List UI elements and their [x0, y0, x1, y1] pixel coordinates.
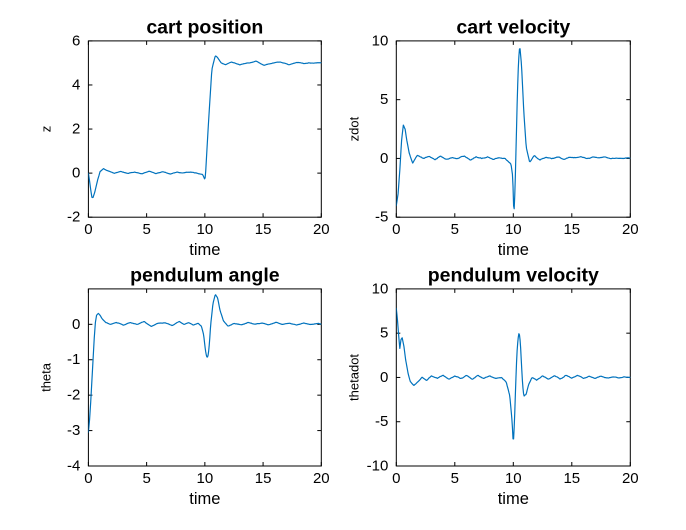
svg-text:-2: -2: [67, 387, 80, 404]
svg-text:2: 2: [72, 121, 80, 138]
svg-text:10: 10: [505, 221, 522, 238]
svg-text:15: 15: [563, 221, 580, 238]
svg-text:-4: -4: [67, 458, 80, 475]
svg-text:-1: -1: [67, 351, 80, 368]
svg-text:theta: theta: [38, 362, 53, 392]
svg-text:time: time: [189, 490, 220, 508]
svg-text:20: 20: [622, 470, 639, 487]
svg-text:15: 15: [563, 470, 580, 487]
svg-text:20: 20: [622, 221, 639, 238]
svg-text:10: 10: [197, 470, 214, 487]
svg-text:5: 5: [380, 91, 388, 108]
svg-text:5: 5: [142, 221, 150, 238]
svg-text:pendulum velocity: pendulum velocity: [428, 265, 599, 287]
svg-text:0: 0: [392, 221, 400, 238]
svg-text:-10: -10: [367, 458, 389, 475]
svg-text:5: 5: [451, 470, 459, 487]
svg-text:thetadot: thetadot: [346, 354, 361, 401]
svg-text:0: 0: [72, 165, 80, 182]
svg-text:time: time: [498, 490, 529, 508]
svg-text:4: 4: [72, 76, 80, 93]
svg-text:pendulum angle: pendulum angle: [130, 265, 280, 287]
svg-text:-2: -2: [67, 209, 80, 226]
svg-text:20: 20: [313, 221, 330, 238]
svg-text:0: 0: [84, 470, 92, 487]
svg-text:zdot: zdot: [346, 116, 361, 141]
svg-text:10: 10: [372, 280, 389, 297]
svg-text:cart velocity: cart velocity: [456, 17, 570, 39]
svg-text:5: 5: [380, 325, 388, 342]
svg-text:0: 0: [84, 221, 92, 238]
svg-text:0: 0: [392, 470, 400, 487]
svg-text:20: 20: [313, 470, 330, 487]
svg-text:10: 10: [372, 32, 389, 49]
svg-text:10: 10: [505, 470, 522, 487]
svg-text:0: 0: [380, 150, 388, 167]
svg-text:time: time: [189, 241, 220, 259]
svg-text:time: time: [498, 241, 529, 259]
svg-text:5: 5: [451, 221, 459, 238]
svg-text:-3: -3: [67, 422, 80, 439]
svg-text:15: 15: [255, 470, 272, 487]
svg-text:-5: -5: [375, 209, 388, 226]
svg-text:6: 6: [72, 32, 80, 49]
svg-text:10: 10: [197, 221, 214, 238]
svg-text:z: z: [38, 126, 53, 133]
svg-text:0: 0: [380, 369, 388, 386]
svg-text:0: 0: [72, 316, 80, 333]
svg-text:5: 5: [142, 470, 150, 487]
svg-text:15: 15: [255, 221, 272, 238]
svg-text:cart position: cart position: [146, 17, 263, 39]
svg-text:-5: -5: [375, 413, 388, 430]
